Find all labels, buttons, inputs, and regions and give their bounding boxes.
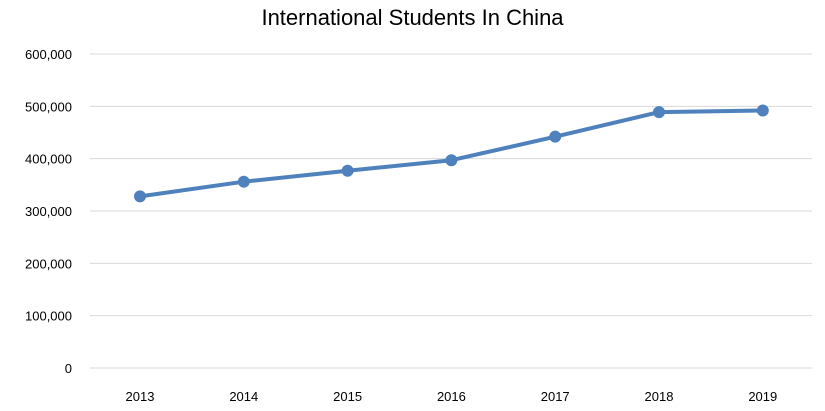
chart-title: International Students In China (261, 5, 564, 30)
data-point-marker (756, 104, 769, 117)
data-point-marker (237, 175, 250, 188)
x-tick-label: 2018 (645, 389, 674, 404)
y-axis-tick-labels: 0 100,000 200,000 300,000 400,000 500,000 600,… (25, 47, 72, 376)
x-tick-label: 2015 (333, 389, 362, 404)
gridlines (90, 53, 812, 369)
y-tick-label: 500,000 (25, 99, 72, 114)
series-line (138, 108, 765, 199)
x-tick-label: 2016 (437, 389, 466, 404)
y-tick-label: 100,000 (25, 309, 72, 324)
x-axis-tick-labels: 2013 2014 2015 2016 2017 2018 2019 (126, 389, 778, 404)
x-tick-label: 2014 (229, 389, 258, 404)
data-point-marker (341, 164, 354, 177)
x-tick-label: 2013 (126, 389, 155, 404)
series-group (134, 104, 769, 203)
y-tick-label: 600,000 (25, 47, 72, 62)
data-point-marker (653, 106, 665, 119)
data-point-marker (134, 190, 146, 203)
y-tick-label: 200,000 (25, 256, 72, 271)
y-tick-label: 300,000 (25, 204, 72, 219)
data-point-marker (445, 154, 458, 167)
x-tick-label: 2019 (748, 389, 777, 404)
y-tick-label: 0 (65, 361, 72, 376)
y-tick-label: 400,000 (25, 152, 72, 167)
x-tick-label: 2017 (541, 389, 570, 404)
data-point-marker (549, 130, 562, 143)
